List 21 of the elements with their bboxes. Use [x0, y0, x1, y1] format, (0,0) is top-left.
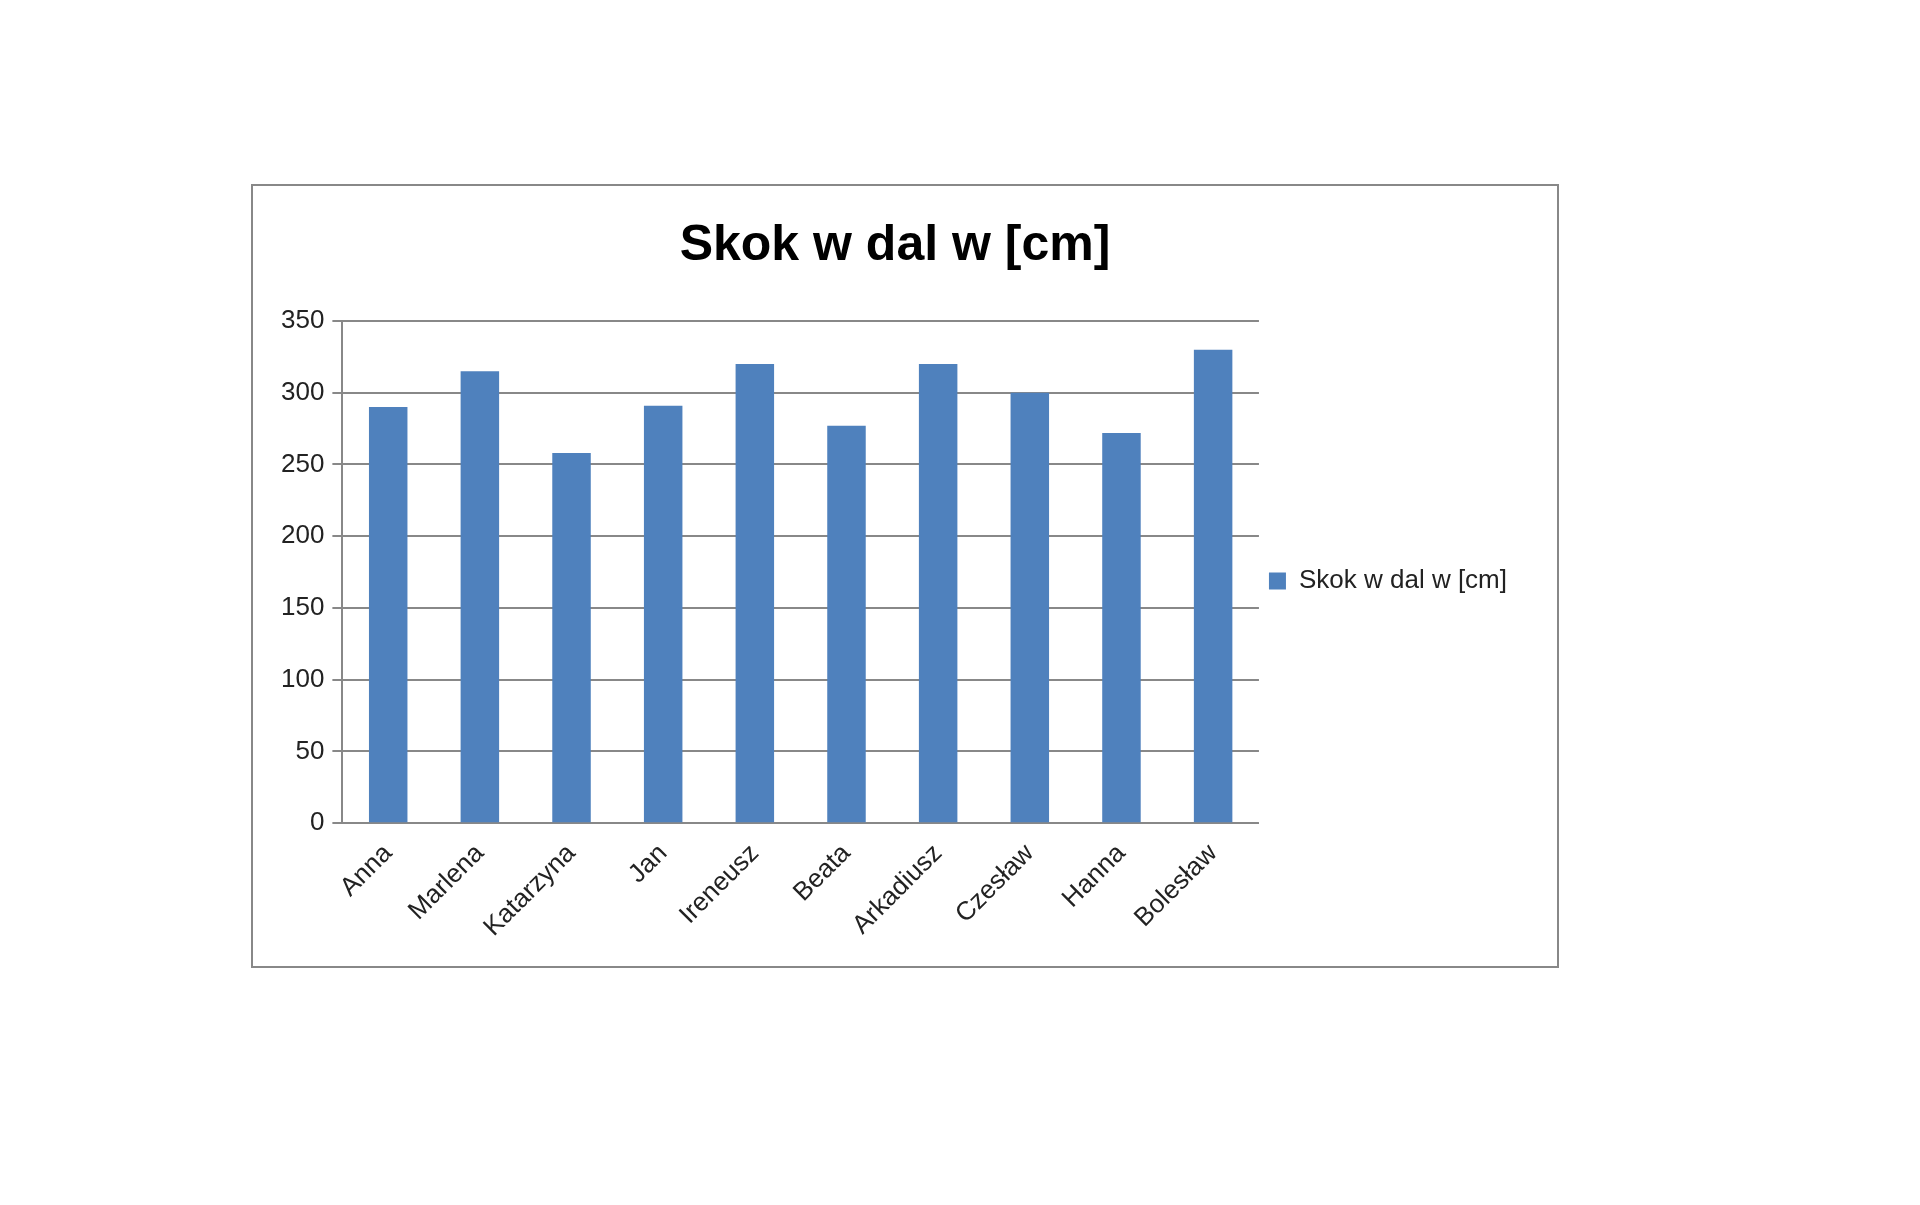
bar [552, 453, 591, 823]
y-tick-label: 250 [280, 447, 325, 478]
legend-label: Skok w dal w [cm] [1298, 564, 1508, 595]
y-tick-label: 0 [309, 806, 325, 837]
bar [827, 425, 866, 823]
y-tick-label: 150 [280, 591, 325, 622]
bar [1102, 432, 1141, 823]
bar [1010, 392, 1050, 823]
y-tick-label: 100 [280, 662, 325, 693]
x-tick-label: Jan [621, 837, 673, 889]
y-tick-label: 350 [280, 304, 325, 335]
bar [1193, 349, 1233, 823]
bar [735, 364, 775, 823]
bar [368, 407, 408, 823]
bar [918, 364, 958, 823]
y-tick-label: 200 [280, 519, 325, 550]
bar [460, 371, 500, 823]
chart-title: Skok w dal w [cm] [679, 214, 1111, 271]
y-tick-label: 50 [295, 734, 325, 765]
y-tick-label: 300 [280, 375, 325, 406]
bar [643, 405, 683, 823]
